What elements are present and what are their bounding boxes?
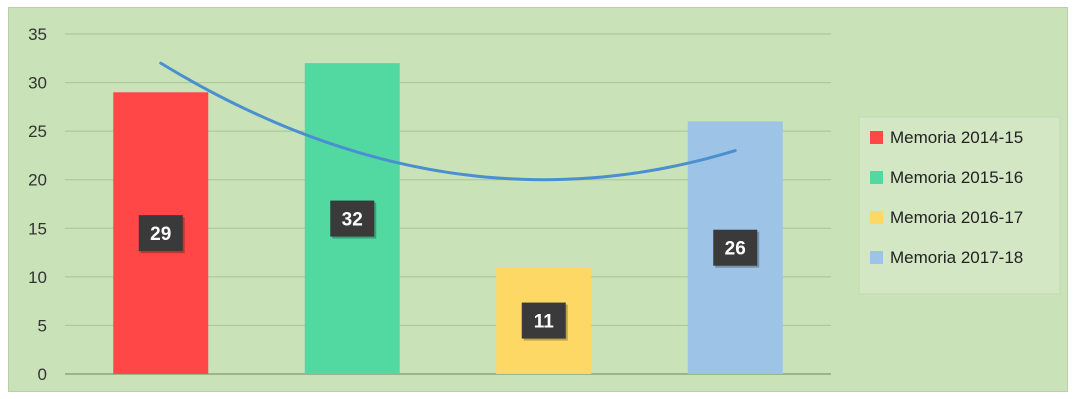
legend-swatch — [870, 251, 883, 264]
data-label: 26 — [725, 239, 746, 260]
y-tick-label: 10 — [28, 268, 47, 287]
y-tick-label: 5 — [38, 316, 47, 335]
chart-frame: 0 5 10 15 20 25 30 35 29 32 11 26 Memoria 2014-15 M… — [8, 7, 1068, 392]
legend-label: Memoria 2014-15 — [890, 128, 1023, 147]
data-label: 29 — [150, 224, 171, 245]
y-tick-label: 25 — [28, 122, 47, 141]
y-axis-ticks: 0 5 10 15 20 25 30 35 — [28, 25, 47, 384]
bars — [113, 63, 783, 375]
data-label-box — [330, 200, 375, 237]
y-tick-label: 30 — [28, 74, 47, 93]
data-label: 32 — [342, 210, 363, 231]
legend: Memoria 2014-15 Memoria 2015-16 Memoria 20… — [858, 116, 1061, 295]
legend-swatch — [870, 211, 883, 224]
legend-box — [858, 116, 1061, 295]
legend-swatch — [870, 171, 883, 184]
data-labels: 29 32 11 26 — [138, 200, 760, 341]
data-label-box — [138, 215, 183, 252]
legend-label: Memoria 2016-17 — [890, 208, 1023, 227]
y-tick-label: 15 — [28, 219, 47, 238]
y-tick-label: 20 — [28, 171, 47, 190]
legend-label: Memoria 2015-16 — [890, 168, 1023, 187]
trendline-path — [159, 61, 737, 182]
data-label: 11 — [534, 312, 555, 333]
data-label-box — [521, 302, 566, 339]
data-label-box — [713, 229, 758, 266]
legend-swatch — [870, 131, 883, 144]
y-tick-label: 0 — [38, 365, 47, 384]
legend-label: Memoria 2017-18 — [890, 248, 1023, 267]
y-tick-label: 35 — [28, 25, 47, 44]
trendline — [159, 61, 737, 182]
